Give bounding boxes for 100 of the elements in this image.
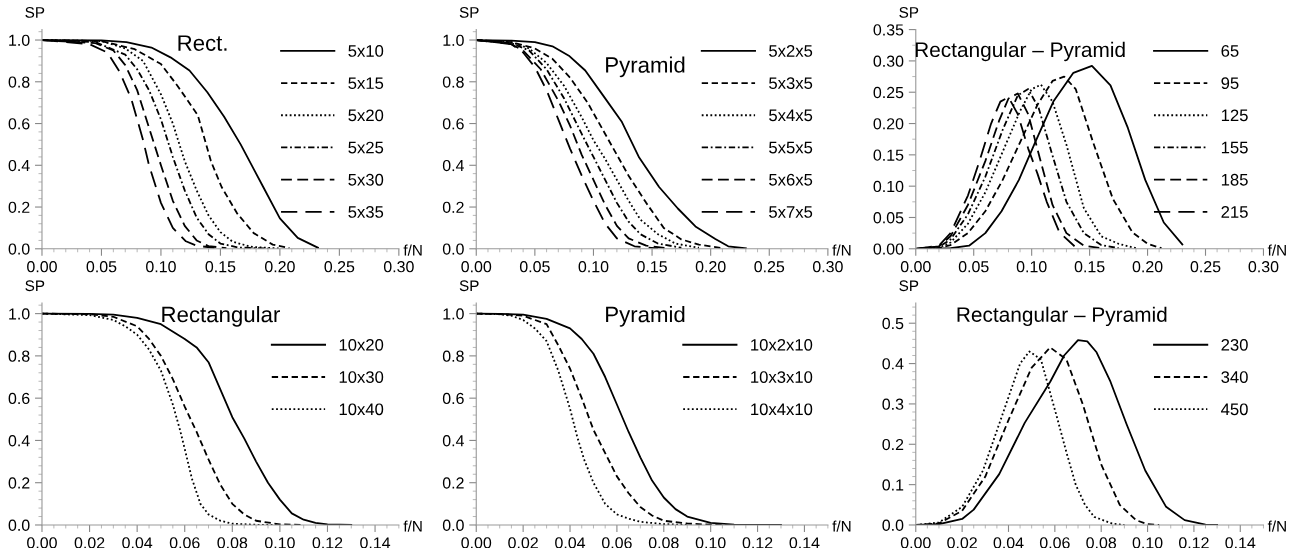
x-tick-label: 0.30 — [383, 261, 414, 273]
legend-label: 340 — [1221, 371, 1248, 383]
x-axis-title: f/N — [832, 244, 851, 256]
x-tick-label: 0.15 — [1074, 261, 1105, 273]
legend-label: 10x4x10 — [751, 403, 813, 416]
x-tick-label: 0.14 — [360, 537, 391, 548]
y-tick-label: 0.05 — [873, 212, 904, 224]
legend-label: 5x2x5 — [769, 45, 813, 57]
y-tick-label: 0.6 — [8, 118, 30, 130]
y-tick-label: 0.3 — [882, 398, 904, 410]
x-tick-label: 0.05 — [519, 261, 550, 273]
x-tick-label: 0.08 — [217, 537, 248, 548]
y-axis-title: SP — [25, 280, 45, 292]
x-tick-label: 0.20 — [1132, 261, 1163, 273]
x-tick-label: 0.25 — [1190, 261, 1221, 273]
legend-label: 10x40 — [339, 403, 384, 416]
x-tick-label: 0.05 — [958, 261, 989, 273]
x-tick-label: 0.10 — [1132, 537, 1163, 548]
x-tick-label: 0.12 — [1179, 537, 1209, 548]
x-tick-label: 0.04 — [993, 537, 1024, 548]
y-tick-label: 1.0 — [9, 308, 30, 320]
y-tick-label: 0.00 — [873, 243, 904, 255]
y-tick-label: 0.5 — [882, 317, 904, 330]
x-tick-label: 0.08 — [648, 537, 679, 548]
legend-label: 5x35 — [348, 206, 384, 218]
x-tick-label: 0.10 — [146, 261, 176, 273]
x-tick-label: 0.08 — [1086, 537, 1117, 548]
x-tick-label: 0.25 — [324, 261, 355, 273]
legend-label: 5x7x5 — [769, 206, 813, 218]
y-tick-label: 0.8 — [8, 76, 30, 88]
x-tick-label: 0.00 — [461, 261, 492, 273]
legend-label: 185 — [1221, 173, 1248, 186]
y-tick-label: 1.0 — [443, 34, 464, 46]
x-tick-label: 0.04 — [555, 537, 586, 548]
x-tick-label: 0.20 — [264, 261, 295, 273]
y-tick-label: 0.8 — [8, 350, 30, 362]
x-tick-label: 0.00 — [900, 261, 931, 273]
chart-title: Rect. — [178, 35, 227, 51]
legend-label: 5x30 — [348, 173, 384, 186]
legend-label: 10x2x10 — [751, 338, 813, 351]
x-axis-title: f/N — [1267, 520, 1286, 532]
y-tick-label: 0.1 — [882, 479, 904, 491]
chart-title: Rectangular – Pyramid — [957, 306, 1167, 327]
y-tick-label: 0.2 — [442, 477, 464, 489]
y-tick-label: 0.8 — [442, 76, 464, 88]
x-tick-label: 0.14 — [789, 537, 820, 548]
y-axis-title: SP — [25, 6, 45, 18]
y-tick-label: 0.2 — [8, 477, 30, 489]
y-tick-label: 0.30 — [873, 55, 904, 67]
x-tick-label: 0.06 — [1039, 537, 1070, 548]
y-axis-title: SP — [899, 6, 919, 18]
legend-label: 215 — [1221, 206, 1248, 218]
y-axis-title: SP — [459, 280, 479, 292]
y-tick-label: 0.6 — [8, 392, 30, 405]
y-tick-label: 0.0 — [442, 519, 464, 531]
x-tick-label: 0.02 — [947, 537, 977, 548]
legend-label: 5x15 — [348, 77, 384, 90]
x-tick-label: 0.06 — [169, 537, 200, 548]
x-tick-label: 0.30 — [1248, 261, 1279, 273]
y-tick-label: 0.2 — [8, 201, 30, 213]
x-tick-label: 0.06 — [601, 537, 632, 548]
y-tick-label: 0.2 — [442, 201, 464, 213]
y-tick-label: 0.8 — [442, 350, 464, 362]
x-tick-label: 0.02 — [74, 537, 105, 548]
x-tick-label: 0.02 — [508, 537, 538, 548]
x-axis-title: f/N — [403, 520, 422, 532]
x-tick-label: 0.14 — [1225, 537, 1256, 548]
y-tick-label: 0.25 — [873, 86, 904, 99]
x-tick-label: 0.00 — [900, 537, 931, 548]
x-tick-label: 0.30 — [812, 261, 843, 273]
x-tick-label: 0.00 — [461, 537, 492, 548]
y-tick-label: 1.0 — [9, 34, 30, 46]
y-tick-label: 0.4 — [8, 435, 30, 447]
x-tick-label: 0.04 — [122, 537, 153, 548]
x-tick-label: 0.00 — [27, 261, 57, 273]
y-tick-label: 0.10 — [873, 180, 904, 193]
y-axis-title: SP — [459, 6, 479, 18]
legend-label: 125 — [1221, 109, 1248, 122]
x-tick-label: 0.10 — [578, 261, 609, 273]
y-tick-label: 0.20 — [873, 118, 904, 130]
x-tick-label: 0.12 — [742, 537, 773, 548]
y-tick-label: 0.0 — [442, 243, 464, 255]
y-tick-label: 0.0 — [882, 519, 904, 531]
x-tick-label: 0.25 — [754, 261, 785, 273]
legend-label: 230 — [1221, 338, 1248, 351]
y-tick-label: 0.6 — [442, 118, 464, 130]
legend-label: 10x3x10 — [751, 371, 813, 383]
y-tick-label: 0.4 — [442, 159, 464, 172]
y-tick-label: 1.0 — [443, 308, 464, 320]
y-tick-label: 0.0 — [8, 243, 30, 255]
x-tick-label: 0.20 — [695, 261, 726, 273]
x-tick-label: 0.12 — [312, 537, 343, 548]
y-tick-label: 0.4 — [882, 358, 904, 370]
y-tick-label: 0.35 — [873, 24, 904, 36]
x-tick-label: 0.00 — [27, 537, 57, 548]
legend-label: 155 — [1221, 141, 1248, 154]
y-axis-title: SP — [899, 280, 919, 292]
x-axis-title: f/N — [1267, 244, 1286, 256]
y-tick-label: 0.4 — [8, 159, 30, 172]
x-tick-label: 0.10 — [264, 537, 295, 548]
